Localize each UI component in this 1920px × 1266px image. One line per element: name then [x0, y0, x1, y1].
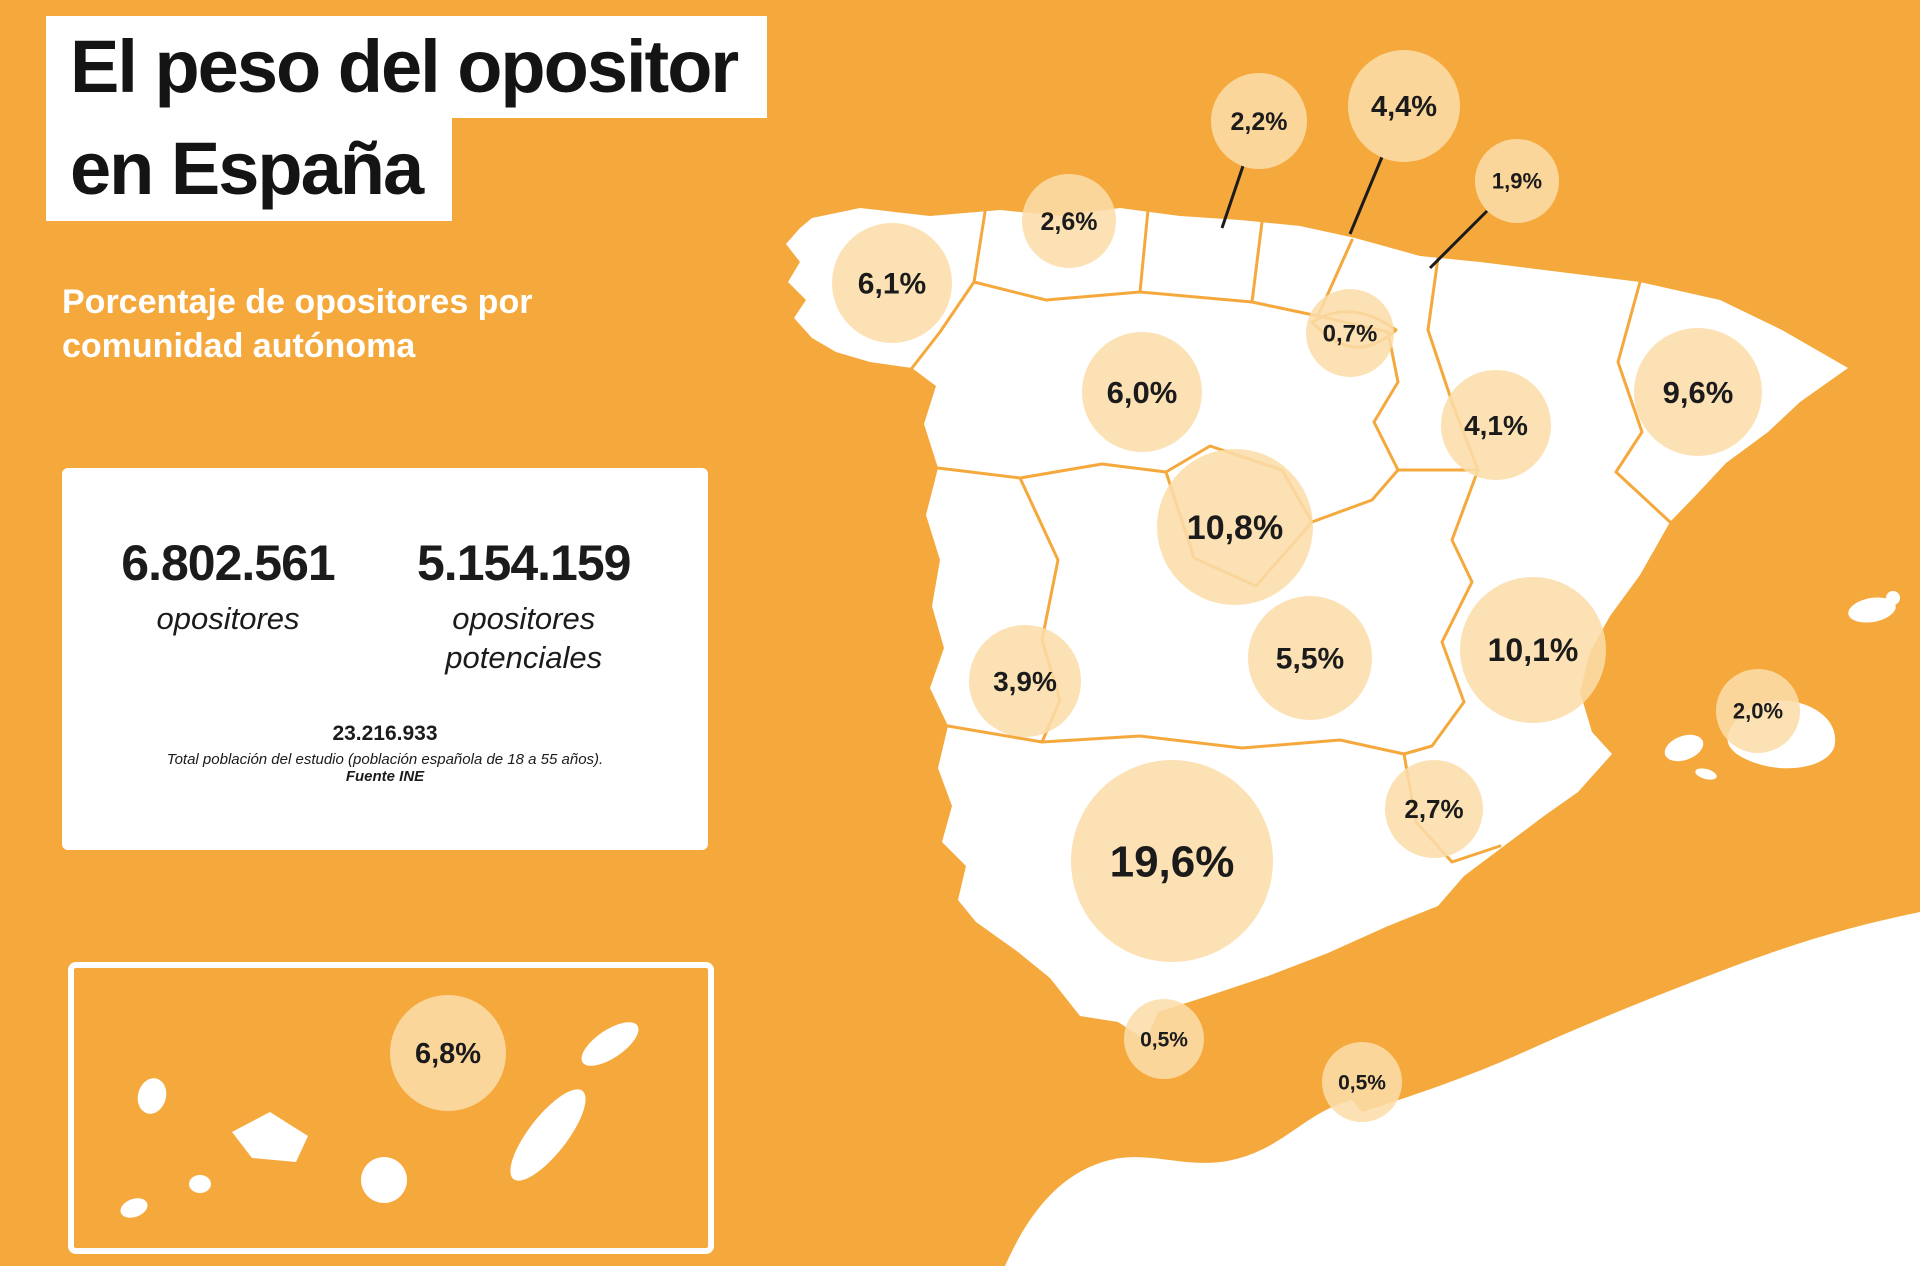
bubble-circle — [1441, 370, 1551, 480]
menorca-island — [1848, 597, 1896, 623]
stats-total: 23.216.933 Total población del estudio (… — [167, 722, 603, 785]
potenciales-value: 5.154.159 — [417, 535, 631, 591]
bubble-value-label: 5,5% — [1276, 643, 1344, 676]
page-title-line-1: El peso del opositor — [46, 16, 768, 119]
canary-islands — [120, 1022, 639, 1218]
map-bubble: 0,7% — [1306, 289, 1394, 377]
bubble-circle — [1634, 328, 1762, 456]
map-bubble: 2,6% — [1022, 174, 1116, 268]
opositores-value: 6.802.561 — [121, 535, 335, 591]
bubble-layer: 2,2% 4,4% 1,9% 2,6% 6,1% 0,7% 6,0% 4,1% 9,6% 10,8… — [390, 50, 1800, 1122]
tenerife-island — [232, 1112, 308, 1162]
bubble-value-label: 10,8% — [1187, 509, 1283, 547]
bubble-circle — [1716, 669, 1800, 753]
bubble-value-label: 2,0% — [1733, 699, 1783, 724]
map-bubble: 6,1% — [832, 223, 952, 343]
page-title-line-2: en España — [46, 118, 453, 221]
bubble-value-label: 10,1% — [1488, 632, 1579, 668]
bubble-value-label: 6,1% — [858, 268, 926, 301]
bubble-pointer-line — [1220, 165, 1245, 229]
bubble-value-label: 3,9% — [993, 666, 1057, 697]
bubble-value-label: 2,2% — [1231, 108, 1288, 136]
total-population-note: Total población del estudio (población e… — [166, 750, 604, 768]
map-bubble: 10,1% — [1460, 577, 1606, 723]
fuerteventura-island — [510, 1089, 586, 1181]
bubble-circle — [1475, 139, 1559, 223]
bubble-circle — [1248, 596, 1372, 720]
bubble-value-label: 6,0% — [1107, 375, 1178, 410]
bubble-circle — [832, 223, 952, 343]
bubble-value-label: 9,6% — [1663, 375, 1734, 410]
bubble-value-label: 4,1% — [1464, 410, 1528, 441]
bubble-value-label: 2,6% — [1041, 208, 1098, 236]
islet — [1886, 591, 1900, 605]
stats-box: 6.802.561 opositores 5.154.159 opositore… — [62, 468, 708, 850]
map-bubble: 5,5% — [1248, 596, 1372, 720]
map-bubble: 4,1% — [1441, 370, 1551, 480]
bubble-circle — [390, 995, 506, 1111]
canary-inset-box — [68, 962, 714, 1254]
bubble-circle — [1385, 760, 1483, 858]
map-bubble: 19,6% — [1071, 760, 1273, 962]
gran-canaria-island — [361, 1157, 407, 1203]
subtitle-line-1: Porcentaje de opositores por — [62, 283, 533, 321]
subtitle: Porcentaje de opositores por comunidad a… — [62, 280, 532, 368]
bubble-circle — [1157, 449, 1313, 605]
map-bubble: 2,2% — [1211, 73, 1307, 169]
bubble-circle — [1460, 577, 1606, 723]
title-block: El peso del opositor en España — [46, 16, 768, 221]
bubble-value-label: 1,9% — [1492, 169, 1542, 194]
stat-opositores-potenciales: 5.154.159 opositores potenciales — [399, 534, 649, 678]
bubble-circle — [1071, 760, 1273, 962]
map-bubble: 9,6% — [1634, 328, 1762, 456]
ibiza-island — [1664, 734, 1704, 762]
africa-coast — [1005, 912, 1920, 1266]
map-bubble: 4,4% — [1348, 50, 1460, 162]
bubble-circle — [1082, 332, 1202, 452]
bubble-value-label: 4,4% — [1371, 91, 1437, 123]
data-source: Fuente INE — [345, 767, 425, 785]
formentera-island — [1695, 768, 1717, 780]
bubble-value-label: 19,6% — [1110, 837, 1235, 886]
bubble-pointer-line — [1348, 156, 1384, 235]
bubble-circle — [1322, 1042, 1402, 1122]
bubble-value-label: 2,7% — [1404, 794, 1463, 824]
bubble-circle — [1022, 174, 1116, 268]
map-bubble: 3,9% — [969, 625, 1081, 737]
subtitle-line-2: comunidad autónoma — [62, 327, 416, 366]
map-bubble: 2,0% — [1716, 669, 1800, 753]
map-bubble: 0,5% — [1124, 999, 1204, 1079]
bubble-circle — [969, 625, 1081, 737]
map-bubble: 10,8% — [1157, 449, 1313, 605]
map-bubble: 6,0% — [1082, 332, 1202, 452]
region-borders — [910, 208, 1672, 864]
map-bubble: 6,8% — [390, 995, 506, 1111]
bubble-value-label: 0,7% — [1323, 320, 1378, 347]
map-bubble: 2,7% — [1385, 760, 1483, 858]
potenciales-label: opositores potenciales — [445, 601, 603, 675]
la-palma-island — [137, 1078, 167, 1114]
bubble-value-label: 0,5% — [1338, 1071, 1386, 1094]
bubble-pointer-line — [1428, 209, 1489, 270]
bubble-circle — [1348, 50, 1460, 162]
stats-row: 6.802.561 opositores 5.154.159 opositore… — [121, 534, 648, 678]
map-bubble: 0,5% — [1322, 1042, 1402, 1122]
total-population-value: 23.216.933 — [332, 721, 438, 745]
el-hierro-island — [120, 1198, 148, 1218]
bubble-circle — [1211, 73, 1307, 169]
bubble-value-label: 0,5% — [1140, 1028, 1188, 1051]
la-gomera-island — [189, 1175, 211, 1193]
bubble-circle — [1124, 999, 1204, 1079]
bubble-circle — [1306, 289, 1394, 377]
map-bubble: 1,9% — [1475, 139, 1559, 223]
bubble-value-label: 6,8% — [415, 1038, 481, 1070]
stat-opositores: 6.802.561 opositores — [121, 534, 335, 678]
lanzarote-island — [581, 1022, 639, 1066]
opositores-label: opositores — [156, 601, 300, 636]
